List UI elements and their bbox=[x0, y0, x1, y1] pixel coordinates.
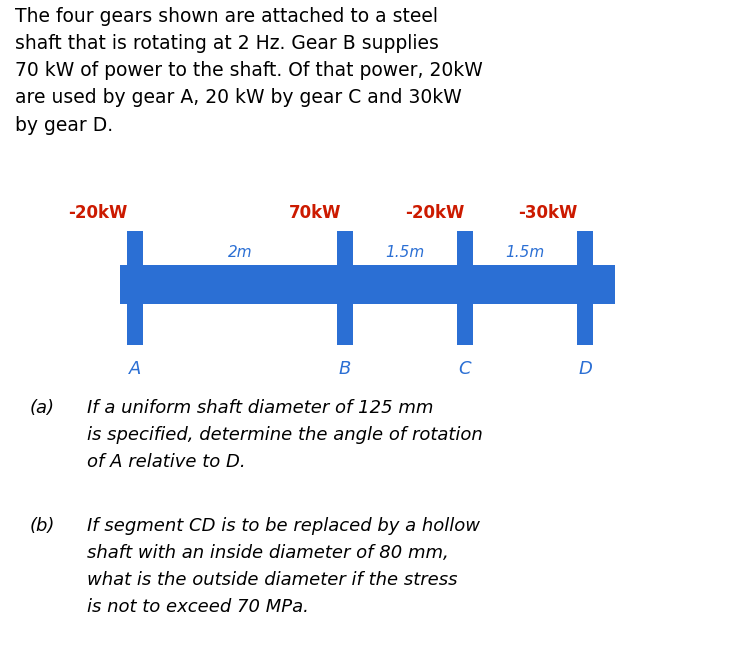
Text: B: B bbox=[339, 360, 351, 377]
Text: -30kW: -30kW bbox=[518, 203, 578, 222]
Bar bbox=[120, 265, 615, 304]
Bar bbox=[337, 232, 353, 345]
Bar bbox=[457, 232, 473, 345]
Text: C: C bbox=[459, 360, 471, 377]
Text: D: D bbox=[578, 360, 592, 377]
Text: 1.5m: 1.5m bbox=[386, 245, 424, 260]
Text: -20kW: -20kW bbox=[68, 203, 128, 222]
Bar bbox=[127, 232, 143, 345]
Text: 2m: 2m bbox=[228, 245, 252, 260]
Text: The four gears shown are attached to a steel
shaft that is rotating at 2 Hz. Gea: The four gears shown are attached to a s… bbox=[15, 7, 483, 135]
Text: If a uniform shaft diameter of 125 mm
is specified, determine the angle of rotat: If a uniform shaft diameter of 125 mm is… bbox=[87, 399, 483, 471]
Text: If segment CD is to be replaced by a hollow
shaft with an inside diameter of 80 : If segment CD is to be replaced by a hol… bbox=[87, 517, 480, 616]
Text: 1.5m: 1.5m bbox=[506, 245, 544, 260]
Bar bbox=[577, 232, 593, 345]
Text: 70kW: 70kW bbox=[289, 203, 341, 222]
Text: (a): (a) bbox=[29, 399, 55, 417]
Text: -20kW: -20kW bbox=[405, 203, 465, 222]
Text: (b): (b) bbox=[29, 517, 55, 535]
Text: A: A bbox=[129, 360, 141, 377]
